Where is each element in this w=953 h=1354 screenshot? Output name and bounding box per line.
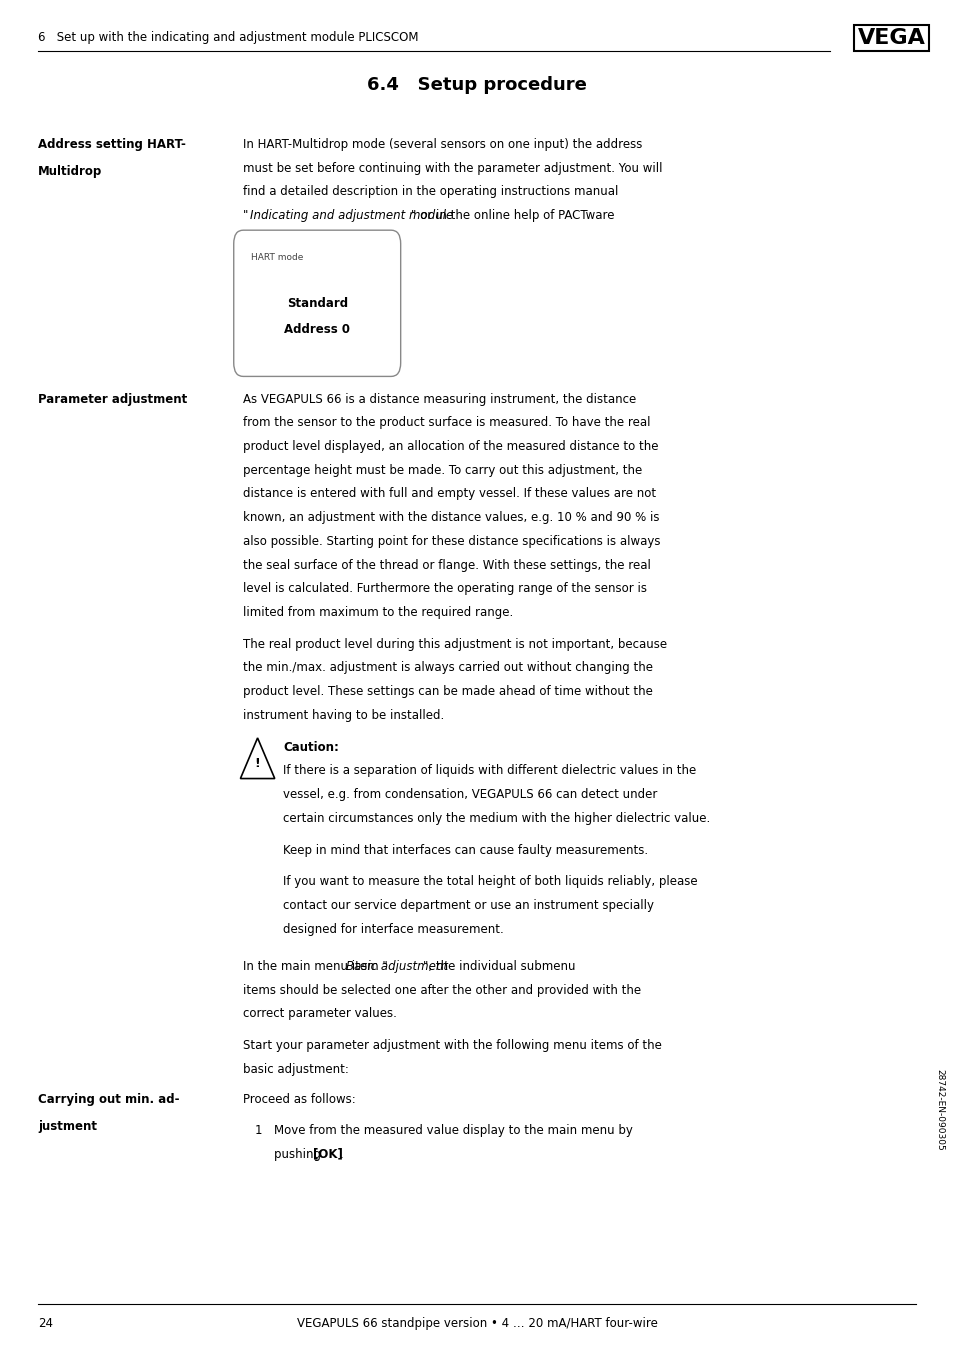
Text: basic adjustment:: basic adjustment: xyxy=(243,1063,349,1076)
Text: 28742-EN-090305: 28742-EN-090305 xyxy=(934,1070,943,1151)
Text: In HART-Multidrop mode (several sensors on one input) the address: In HART-Multidrop mode (several sensors … xyxy=(243,138,642,152)
Text: Multidrop: Multidrop xyxy=(38,165,102,179)
Text: 6.4   Setup procedure: 6.4 Setup procedure xyxy=(367,76,586,93)
Text: VEGAPULS 66 standpipe version • 4 … 20 mA/HART four-wire: VEGAPULS 66 standpipe version • 4 … 20 m… xyxy=(296,1317,657,1331)
Text: Address setting HART-: Address setting HART- xyxy=(38,138,186,152)
Text: contact our service department or use an instrument specially: contact our service department or use an… xyxy=(283,899,654,913)
Text: percentage height must be made. To carry out this adjustment, the: percentage height must be made. To carry… xyxy=(243,463,642,477)
Text: instrument having to be installed.: instrument having to be installed. xyxy=(243,708,444,722)
Text: the seal surface of the thread or flange. With these settings, the real: the seal surface of the thread or flange… xyxy=(243,558,651,571)
Text: product level displayed, an allocation of the measured distance to the: product level displayed, an allocation o… xyxy=(243,440,659,454)
Text: ": " xyxy=(243,209,249,222)
Text: Caution:: Caution: xyxy=(283,741,339,754)
Text: designed for interface measurement.: designed for interface measurement. xyxy=(283,922,503,936)
Text: must be set before continuing with the parameter adjustment. You will: must be set before continuing with the p… xyxy=(243,161,662,175)
Text: Start your parameter adjustment with the following menu items of the: Start your parameter adjustment with the… xyxy=(243,1039,661,1052)
Text: In the main menu item ": In the main menu item " xyxy=(243,960,388,974)
Text: pushing: pushing xyxy=(274,1147,324,1160)
FancyBboxPatch shape xyxy=(233,230,400,376)
Text: correct parameter values.: correct parameter values. xyxy=(243,1007,396,1021)
Text: If there is a separation of liquids with different dielectric values in the: If there is a separation of liquids with… xyxy=(283,764,696,777)
Text: .: . xyxy=(339,1147,343,1160)
Text: 24: 24 xyxy=(38,1317,53,1331)
Text: distance is entered with full and empty vessel. If these values are not: distance is entered with full and empty … xyxy=(243,487,656,501)
Text: Move from the measured value display to the main menu by: Move from the measured value display to … xyxy=(274,1124,632,1137)
Text: As VEGAPULS 66 is a distance measuring instrument, the distance: As VEGAPULS 66 is a distance measuring i… xyxy=(243,393,636,406)
Text: find a detailed description in the operating instructions manual: find a detailed description in the opera… xyxy=(243,185,618,199)
Text: Parameter adjustment: Parameter adjustment xyxy=(38,393,187,406)
Text: Keep in mind that interfaces can cause faulty measurements.: Keep in mind that interfaces can cause f… xyxy=(283,844,648,857)
Text: certain circumstances only the medium with the higher dielectric value.: certain circumstances only the medium wi… xyxy=(283,811,710,825)
Text: vessel, e.g. from condensation, VEGAPULS 66 can detect under: vessel, e.g. from condensation, VEGAPULS… xyxy=(283,788,657,802)
Text: 1: 1 xyxy=(254,1124,262,1137)
Text: justment: justment xyxy=(38,1120,97,1133)
Text: Basic adjustment: Basic adjustment xyxy=(346,960,448,974)
Text: " or in the online help of PACTware: " or in the online help of PACTware xyxy=(410,209,614,222)
Text: from the sensor to the product surface is measured. To have the real: from the sensor to the product surface i… xyxy=(243,416,650,429)
Text: VEGA: VEGA xyxy=(857,28,924,47)
Text: or DTM.: or DTM. xyxy=(243,233,289,246)
Text: product level. These settings can be made ahead of time without the: product level. These settings can be mad… xyxy=(243,685,653,699)
Text: the min./max. adjustment is always carried out without changing the: the min./max. adjustment is always carri… xyxy=(243,661,653,674)
Text: Indicating and adjustment module: Indicating and adjustment module xyxy=(250,209,454,222)
Text: Proceed as follows:: Proceed as follows: xyxy=(243,1093,355,1106)
Text: known, an adjustment with the distance values, e.g. 10 % and 90 % is: known, an adjustment with the distance v… xyxy=(243,510,659,524)
Text: If you want to measure the total height of both liquids reliably, please: If you want to measure the total height … xyxy=(283,875,698,888)
Text: HART mode: HART mode xyxy=(251,253,303,263)
Text: 6   Set up with the indicating and adjustment module PLICSCOM: 6 Set up with the indicating and adjustm… xyxy=(38,31,418,45)
Text: [OK]: [OK] xyxy=(313,1147,342,1160)
Text: Carrying out min. ad-: Carrying out min. ad- xyxy=(38,1093,179,1106)
Text: The real product level during this adjustment is not important, because: The real product level during this adjus… xyxy=(243,638,667,651)
Text: !: ! xyxy=(254,757,260,769)
Text: items should be selected one after the other and provided with the: items should be selected one after the o… xyxy=(243,983,640,997)
Text: ", the individual submenu: ", the individual submenu xyxy=(422,960,575,974)
Text: Standard: Standard xyxy=(286,297,348,310)
Text: Address 0: Address 0 xyxy=(284,322,350,336)
Polygon shape xyxy=(240,738,274,779)
Text: level is calculated. Furthermore the operating range of the sensor is: level is calculated. Furthermore the ope… xyxy=(243,582,646,596)
Text: limited from maximum to the required range.: limited from maximum to the required ran… xyxy=(243,605,513,619)
Text: also possible. Starting point for these distance specifications is always: also possible. Starting point for these … xyxy=(243,535,660,548)
